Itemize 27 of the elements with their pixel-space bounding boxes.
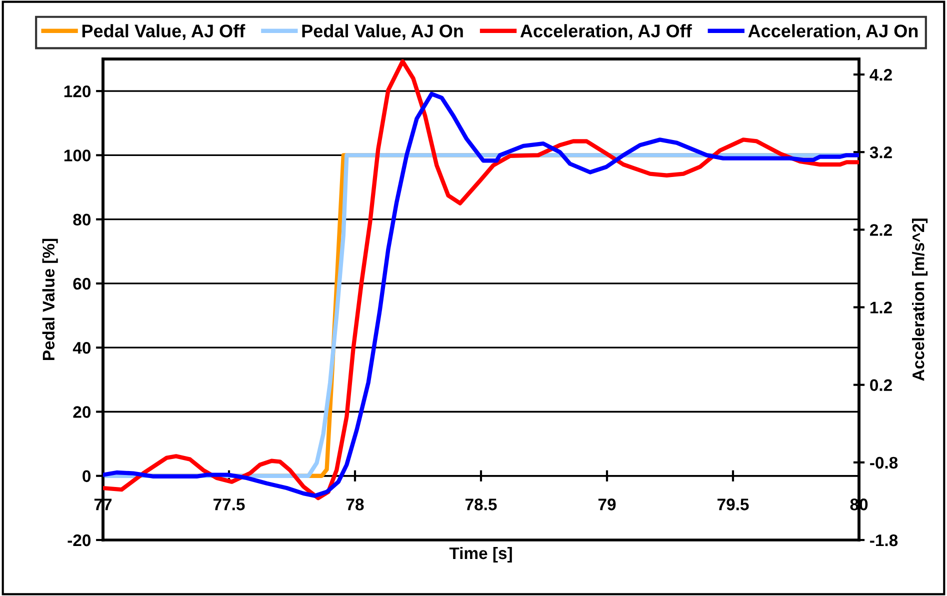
x-tick-label: 77.5 [214, 498, 245, 510]
legend-label: Acceleration, AJ On [748, 24, 918, 40]
y-tick-label: 120 [64, 85, 91, 98]
y2-tick-label: 3.2 [870, 146, 892, 158]
y2-tick-label: -1.8 [870, 534, 898, 546]
x-tick-label: 78.5 [466, 498, 497, 510]
y-tick-label: 40 [72, 342, 91, 354]
y2-tick-label: 0.2 [870, 379, 892, 392]
legend-label: Acceleration, AJ Off [520, 24, 692, 40]
legend-label: Pedal Value, AJ Off [82, 24, 246, 40]
y-tick-label: 80 [73, 214, 91, 226]
y-axis-title: Pedal Value [%] [42, 238, 58, 360]
y2-tick-label: 1.2 [870, 302, 892, 314]
y2-tick-label: -0.8 [870, 456, 898, 469]
y-tick-label: -20 [68, 534, 91, 546]
y-tick-label: 0 [82, 470, 91, 482]
x-axis-title: Time [s] [449, 546, 512, 562]
y2-tick-label: 2.2 [870, 224, 892, 236]
x-tick-label: 78 [346, 498, 364, 510]
y-tick-label: 60 [73, 278, 91, 290]
y-tick-label: 20 [73, 406, 91, 418]
legend-label: Pedal Value, AJ On [302, 24, 463, 40]
y2-tick-label: 4.2 [870, 68, 892, 81]
y-tick-label: 100 [64, 150, 91, 162]
x-tick-label: 79 [598, 498, 616, 510]
y2-axis-title: Acceleration [m/s^2] [912, 218, 928, 381]
x-tick-label: 79.5 [718, 498, 749, 510]
